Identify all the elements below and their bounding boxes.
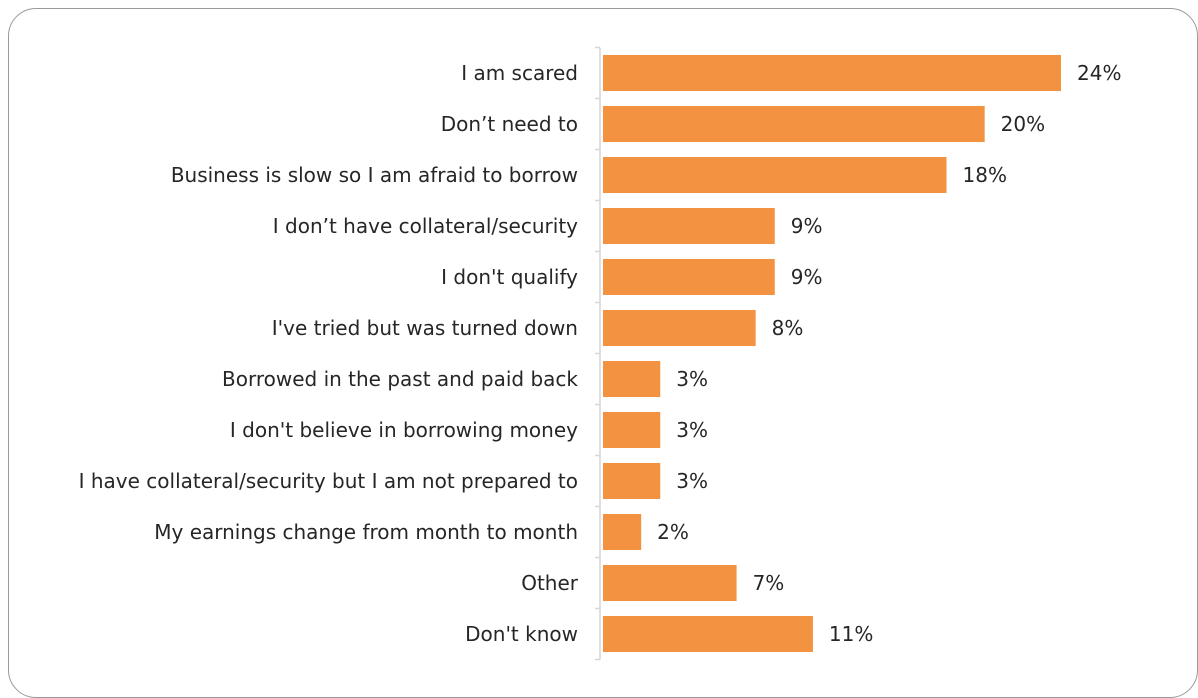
bar (603, 208, 775, 244)
value-label: 2% (657, 520, 689, 544)
bar (603, 361, 661, 397)
bar (603, 463, 661, 499)
value-label: 9% (791, 214, 823, 238)
category-label: I don't believe in borrowing money (230, 418, 578, 442)
category-label: Don't know (465, 622, 578, 646)
value-label: 3% (676, 469, 708, 493)
category-label: My earnings change from month to month (154, 520, 578, 544)
value-label: 7% (753, 571, 785, 595)
bar (603, 310, 756, 346)
bar (603, 259, 775, 295)
value-label: 18% (963, 163, 1007, 187)
category-label: Other (521, 571, 579, 595)
category-label: I don't qualify (441, 265, 578, 289)
category-label: Business is slow so I am afraid to borro… (171, 163, 578, 187)
category-label: Don’t need to (441, 112, 578, 136)
category-label: I am scared (461, 61, 578, 85)
bar (603, 565, 737, 601)
category-label: Borrowed in the past and paid back (222, 367, 578, 391)
value-label: 3% (676, 367, 708, 391)
value-label: 24% (1077, 61, 1121, 85)
bar (603, 616, 813, 652)
bar (603, 412, 661, 448)
category-label: I don’t have collateral/security (273, 214, 578, 238)
value-label: 3% (676, 418, 708, 442)
bar (603, 106, 985, 142)
bar (603, 157, 947, 193)
category-label: I've tried but was turned down (272, 316, 578, 340)
value-label: 9% (791, 265, 823, 289)
value-label: 11% (829, 622, 873, 646)
category-label: I have collateral/security but I am not … (79, 469, 578, 493)
value-label: 8% (772, 316, 804, 340)
bar (603, 55, 1061, 91)
value-label: 20% (1001, 112, 1045, 136)
bar (603, 514, 642, 550)
